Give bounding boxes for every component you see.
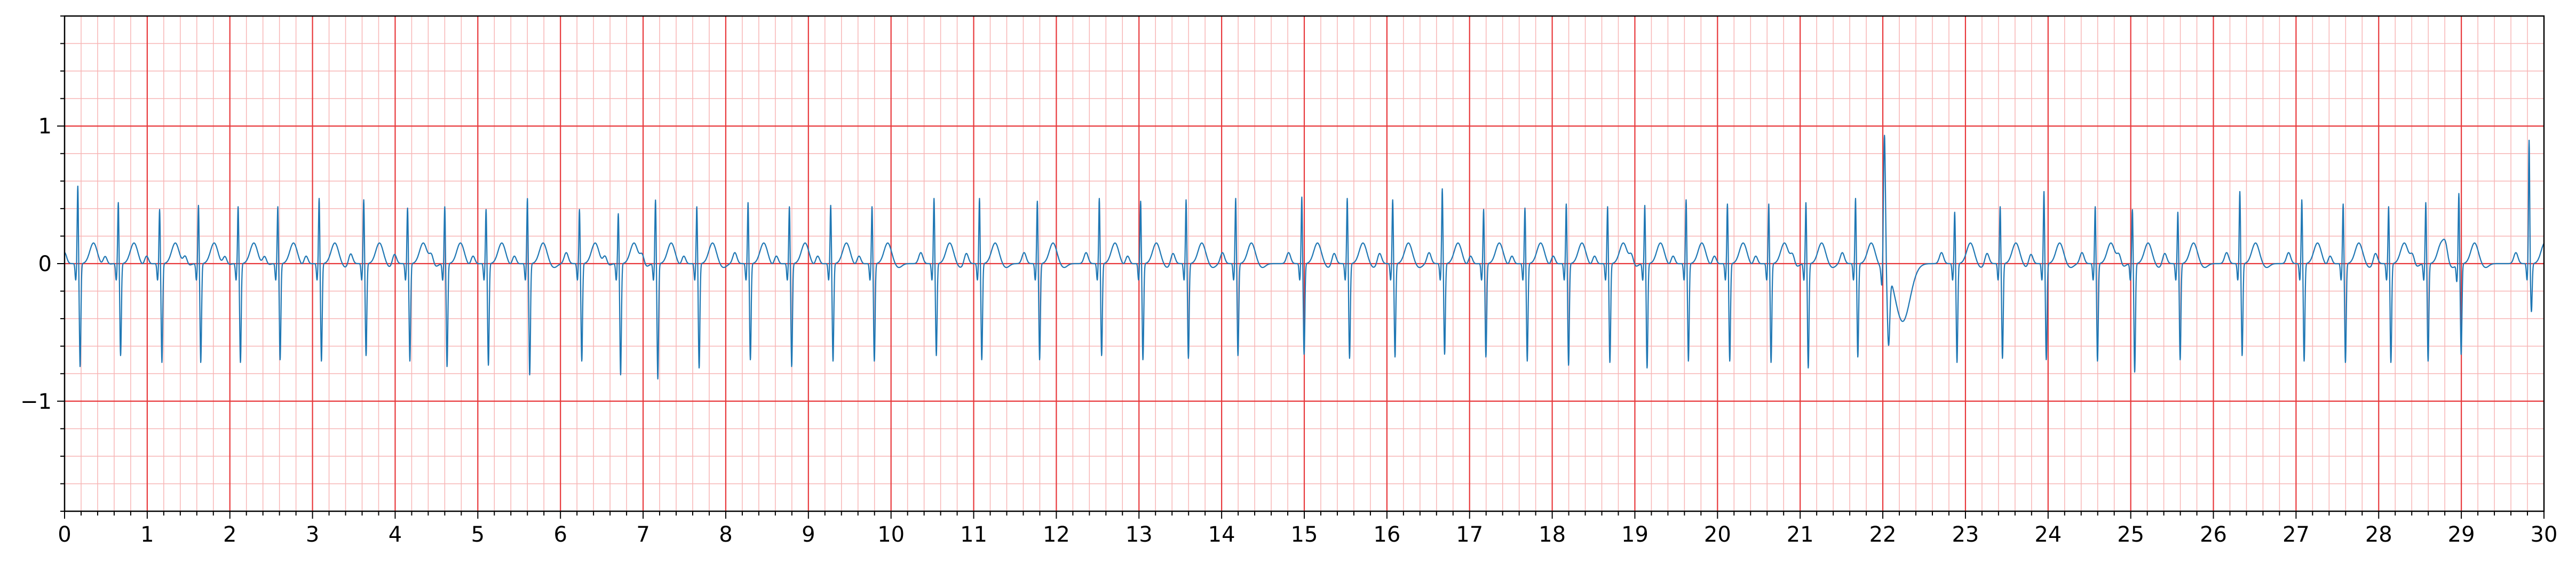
x-tick-label: 12 [1043, 522, 1070, 547]
x-tick-label: 10 [877, 522, 905, 547]
x-tick-label: 1 [140, 522, 154, 547]
x-tick-label: 0 [58, 522, 71, 547]
x-tick-label: 18 [1539, 522, 1566, 547]
y-tick-label: 1 [38, 114, 52, 139]
x-tick-label: 24 [2034, 522, 2062, 547]
x-tick-label: 25 [2117, 522, 2144, 547]
x-tick-label: 8 [719, 522, 732, 547]
x-tick-label: 15 [1291, 522, 1318, 547]
x-tick-label: 26 [2200, 522, 2227, 547]
x-tick-label: 9 [802, 522, 815, 547]
x-tick-label: 21 [1787, 522, 1814, 547]
x-tick-label: 19 [1621, 522, 1648, 547]
x-tick-label: 2 [223, 522, 236, 547]
x-tick-label: 3 [306, 522, 319, 547]
x-tick-label: 16 [1373, 522, 1400, 547]
x-tick-label: 20 [1704, 522, 1731, 547]
x-axis-ticks [64, 511, 2545, 519]
x-tick-label: 7 [636, 522, 649, 547]
y-tick-label: 0 [38, 252, 52, 276]
x-axis-tick-labels: 0 1 2 3 4 5 6 7 8 9 10 11 12 13 14 15 16 17 18 19 20 21 22 23 24… [58, 522, 2557, 547]
x-tick-label: 13 [1125, 522, 1153, 547]
x-tick-label: 5 [471, 522, 485, 547]
x-tick-label: 22 [1869, 522, 1897, 547]
x-tick-label: 6 [553, 522, 567, 547]
y-axis-tick-labels: 1 0 −1 [20, 114, 52, 414]
x-tick-label: 30 [2531, 522, 2558, 547]
x-tick-label: 28 [2365, 522, 2392, 547]
x-tick-label: 27 [2282, 522, 2310, 547]
y-tick-label: −1 [20, 390, 52, 414]
x-tick-label: 4 [389, 522, 402, 547]
x-tick-label: 23 [1952, 522, 1979, 547]
x-tick-label: 17 [1456, 522, 1483, 547]
y-axis-ticks [57, 15, 65, 512]
x-tick-label: 14 [1208, 522, 1235, 547]
x-tick-label: 11 [960, 522, 987, 547]
ecg-trace [64, 134, 2545, 380]
x-tick-label: 29 [2448, 522, 2475, 547]
